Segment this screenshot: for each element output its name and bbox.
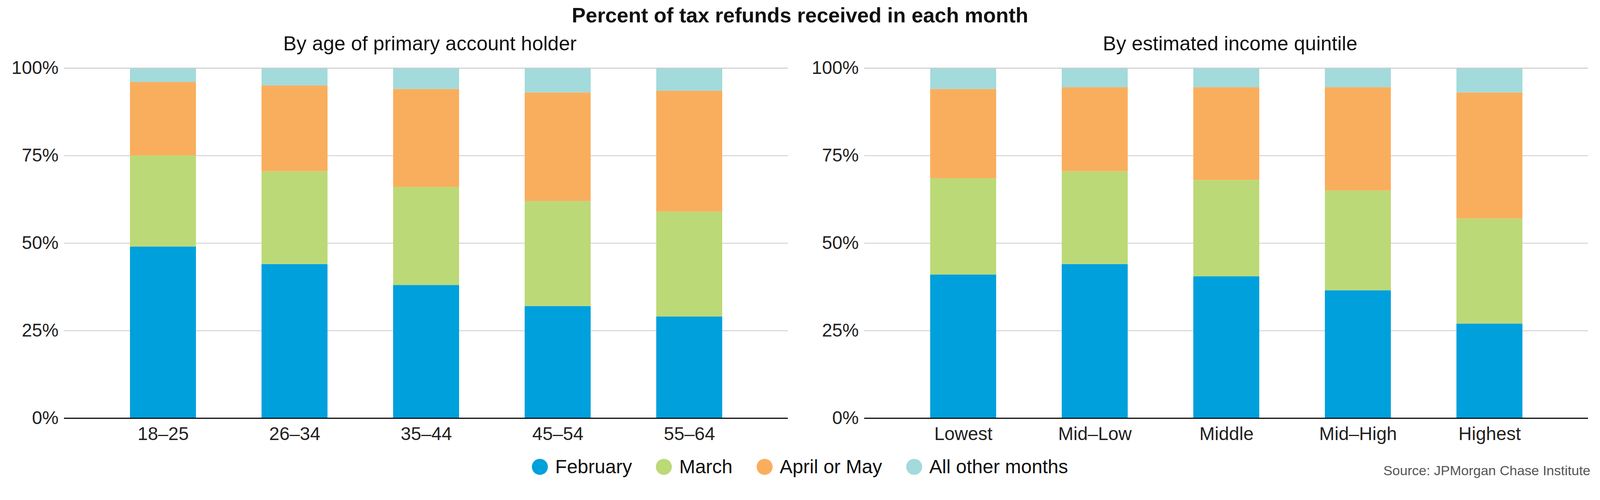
svg-text:50%: 50%	[21, 232, 59, 254]
svg-text:Lowest: Lowest	[934, 423, 993, 445]
svg-text:0%: 0%	[832, 407, 859, 429]
svg-text:25%: 25%	[821, 319, 859, 341]
svg-text:25%: 25%	[21, 319, 59, 341]
svg-text:50%: 50%	[821, 232, 859, 254]
html-text:February: February	[555, 456, 633, 478]
svg-text:100%: 100%	[11, 58, 59, 78]
html-text:Source: JPMorgan Chase Institu: Source: JPMorgan Chase Institute	[1383, 463, 1591, 479]
html-text:March: March	[679, 456, 733, 478]
svg-text:75%: 75%	[21, 144, 59, 166]
svg-text:Mid–High: Mid–High	[1319, 423, 1397, 445]
svg-text:26–34: 26–34	[269, 423, 321, 445]
svg-text:75%: 75%	[821, 144, 859, 166]
svg-text:55–64: 55–64	[663, 423, 716, 445]
svg-text:Highest: Highest	[1458, 423, 1521, 445]
html-text:By estimated income quintile: By estimated income quintile	[1102, 32, 1358, 55]
html-text:April or May: April or May	[779, 456, 883, 478]
html-text:Percent of tax refunds receive: Percent of tax refunds received in each …	[571, 3, 1029, 27]
svg-text:Middle: Middle	[1199, 423, 1254, 445]
svg-text:35–44: 35–44	[400, 423, 452, 445]
svg-text:45–54: 45–54	[532, 423, 584, 445]
svg-text:Mid–Low: Mid–Low	[1058, 423, 1133, 445]
svg-text:0%: 0%	[31, 407, 59, 429]
html-text:By age of primary account hold: By age of primary account holder	[283, 32, 577, 55]
svg-text:100%: 100%	[811, 58, 859, 78]
svg-text:18–25: 18–25	[137, 423, 189, 445]
html-text:All other months: All other months	[929, 456, 1069, 478]
